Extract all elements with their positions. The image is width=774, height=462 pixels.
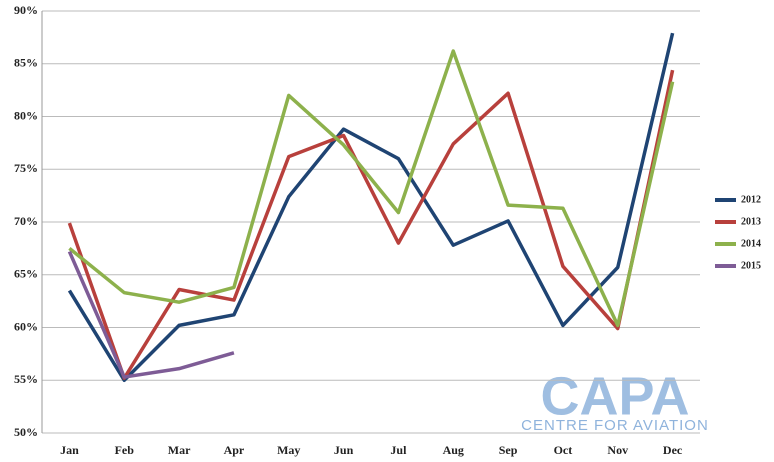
legend-label: 2015 bbox=[741, 260, 761, 271]
x-tick-label: Jul bbox=[390, 443, 407, 457]
x-tick-label: Jan bbox=[60, 443, 79, 457]
x-tick-label: Dec bbox=[663, 443, 683, 457]
y-tick-label: 60% bbox=[14, 319, 38, 333]
x-tick-label: Jun bbox=[334, 443, 354, 457]
y-tick-label: 70% bbox=[14, 214, 38, 228]
y-tick-label: 85% bbox=[14, 56, 38, 70]
x-tick-label: Sep bbox=[499, 443, 518, 457]
legend-label: 2013 bbox=[741, 216, 761, 227]
series-line bbox=[67, 69, 675, 380]
legend-label: 2012 bbox=[741, 194, 761, 205]
x-tick-label: May bbox=[277, 443, 300, 457]
y-tick-label: 65% bbox=[14, 267, 38, 281]
x-tick-label: Apr bbox=[224, 443, 245, 457]
x-tick-label: Mar bbox=[168, 443, 191, 457]
y-tick-label: 80% bbox=[14, 108, 38, 122]
x-tick-label: Nov bbox=[607, 443, 628, 457]
y-tick-label: 55% bbox=[14, 372, 38, 386]
series-line bbox=[67, 32, 675, 382]
series-line bbox=[68, 49, 675, 328]
series-line bbox=[67, 250, 235, 379]
x-tick-label: Aug bbox=[443, 443, 464, 457]
legend-label: 2014 bbox=[741, 238, 761, 249]
y-tick-label: 50% bbox=[14, 425, 38, 439]
x-tick-label: Feb bbox=[115, 443, 135, 457]
watermark-title: CAPA bbox=[540, 366, 689, 426]
y-tick-label: 90% bbox=[14, 3, 38, 17]
watermark-subtitle: CENTRE FOR AVIATION bbox=[521, 417, 709, 434]
x-tick-label: Oct bbox=[554, 443, 573, 457]
y-tick-label: 75% bbox=[14, 161, 38, 175]
